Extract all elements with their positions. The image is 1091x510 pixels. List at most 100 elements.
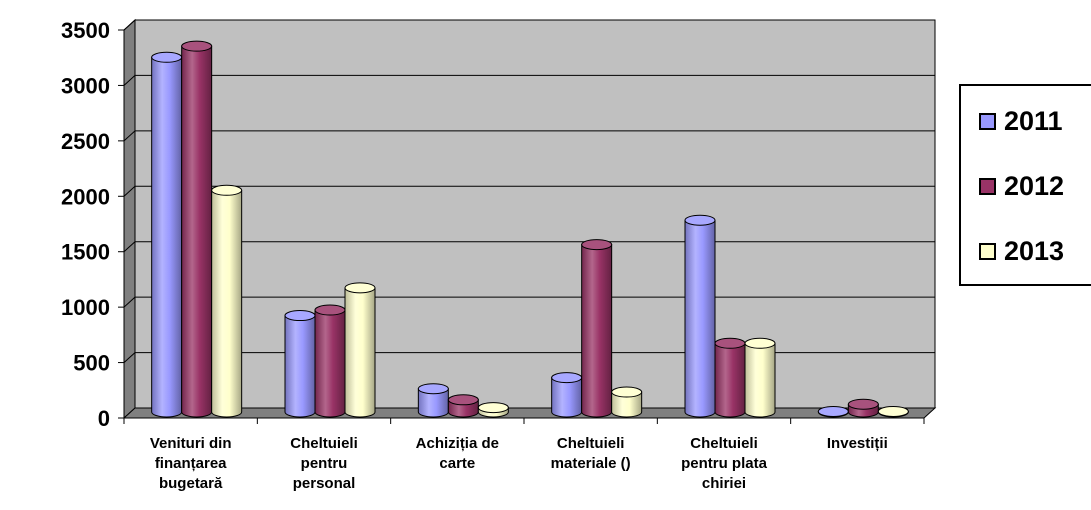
bar-top	[344, 282, 376, 294]
bar-body	[211, 189, 243, 418]
bar-2012	[581, 239, 613, 418]
x-axis: Venituri din finanțarea bugetară Cheltuieli…	[123, 417, 925, 492]
legend-swatch-2012	[979, 177, 996, 195]
chart-side-wall	[123, 18, 136, 420]
x-category-label-line: carte	[439, 455, 475, 472]
bar-body	[581, 244, 613, 418]
legend-item-2011: 2011	[979, 106, 1063, 136]
gridline-side	[123, 130, 136, 142]
chart-back-wall	[134, 19, 936, 409]
y-tick-label: 2500	[61, 129, 110, 154]
legend-item-2012: 2012	[979, 171, 1064, 201]
bar-2013	[744, 337, 776, 418]
legend-label-2011: 2011	[1004, 105, 1063, 136]
bar-top	[684, 214, 716, 226]
bar-body	[181, 45, 213, 418]
bar-top	[551, 372, 583, 384]
bar-chart: 0 500 1000 1500 2000 2500 3000 3500 Venituri di…	[61, 18, 937, 492]
legend-label-2013: 2013	[1004, 235, 1065, 266]
x-category-label: Cheltuieli pentru personal	[290, 435, 358, 492]
x-category-label-line: Venituri din	[150, 435, 232, 452]
y-axis: 0 500 1000 1500 2000 2500 3000 3500	[61, 18, 125, 431]
bar-top	[211, 184, 243, 196]
chart-floor	[122, 407, 937, 419]
bar-body	[714, 342, 746, 418]
x-category-label-line: Cheltuieli	[690, 435, 758, 452]
bar-top	[417, 383, 449, 395]
x-category-label-line: materiale ()	[551, 455, 631, 472]
y-tick-label: 500	[73, 351, 110, 376]
bar-2011	[551, 372, 583, 418]
bar-2013	[211, 184, 243, 418]
bar-top	[181, 40, 213, 52]
x-category-label-line: personal	[293, 475, 356, 492]
x-category-label-line: pentru	[301, 455, 348, 472]
gridline-side	[123, 185, 136, 197]
bar-body	[314, 309, 346, 418]
bar-top	[284, 310, 316, 322]
x-category-label: Investiții	[827, 435, 888, 452]
x-category-label-line: Cheltuieli	[557, 435, 625, 452]
bar-body	[284, 315, 316, 418]
bars	[151, 40, 909, 418]
x-category-label-line: Cheltuieli	[290, 435, 358, 452]
bar-2012	[714, 337, 746, 418]
x-category-label-line: chiriei	[702, 475, 746, 492]
bar-top	[477, 402, 509, 414]
gridline-side	[123, 75, 136, 86]
y-tick-label: 2000	[61, 184, 110, 209]
bar-top	[877, 405, 909, 417]
x-category-label-line: Achiziția de	[416, 435, 499, 452]
bar-top	[611, 386, 643, 398]
bar-2013	[477, 402, 509, 418]
bar-top	[714, 337, 746, 349]
bar-2011	[417, 383, 449, 418]
bar-top	[847, 398, 879, 410]
y-tick-label: 3000	[61, 73, 110, 98]
bar-2011	[817, 405, 849, 418]
x-category-label-line: pentru plata	[681, 455, 767, 472]
y-tick-label: 0	[98, 406, 110, 431]
bar-2012	[447, 394, 479, 418]
x-category-label: Achiziția de carte	[416, 435, 499, 472]
bar-2011	[151, 51, 183, 418]
bar-body	[744, 342, 776, 418]
bar-2013	[877, 405, 909, 418]
bar-2012	[847, 398, 879, 418]
gridline-side	[123, 241, 136, 253]
bar-2011	[284, 310, 316, 418]
x-category-label: Cheltuieli materiale ()	[551, 435, 631, 472]
x-category-label: Cheltuieli pentru plata chiriei	[681, 435, 767, 492]
bar-2013	[344, 282, 376, 418]
bar-top	[314, 304, 346, 316]
bar-top	[817, 405, 849, 417]
bar-top	[151, 51, 183, 63]
bar-body	[611, 391, 643, 418]
bar-2013	[611, 386, 643, 418]
gridlines	[123, 19, 935, 363]
bar-top	[581, 239, 613, 251]
gridline-side	[123, 352, 136, 363]
x-category-label: Venituri din finanțarea bugetară	[150, 435, 232, 492]
bar-2012	[181, 40, 213, 418]
legend-swatch-2011	[979, 112, 996, 130]
gridline-side	[123, 296, 136, 308]
bar-body	[684, 219, 716, 418]
x-category-label-line: bugetară	[159, 475, 223, 492]
y-tick-label: 3500	[61, 18, 110, 43]
legend-label-2012: 2012	[1004, 170, 1065, 201]
y-tick-label: 1000	[61, 295, 110, 320]
x-category-label-line: finanțarea	[155, 455, 227, 472]
bar-2012	[314, 304, 346, 418]
bar-top	[447, 394, 479, 406]
legend-swatch-2013	[979, 242, 996, 260]
legend-item-2013: 2013	[979, 236, 1064, 266]
legend: 2011 2012 2013	[959, 84, 1091, 286]
bar-body	[344, 287, 376, 418]
bar-top	[744, 337, 776, 349]
y-tick-label: 1500	[61, 240, 110, 265]
x-category-label-line: Investiții	[827, 435, 888, 452]
bar-body	[551, 377, 583, 418]
bar-body	[151, 56, 183, 418]
gridline-side	[123, 19, 136, 31]
